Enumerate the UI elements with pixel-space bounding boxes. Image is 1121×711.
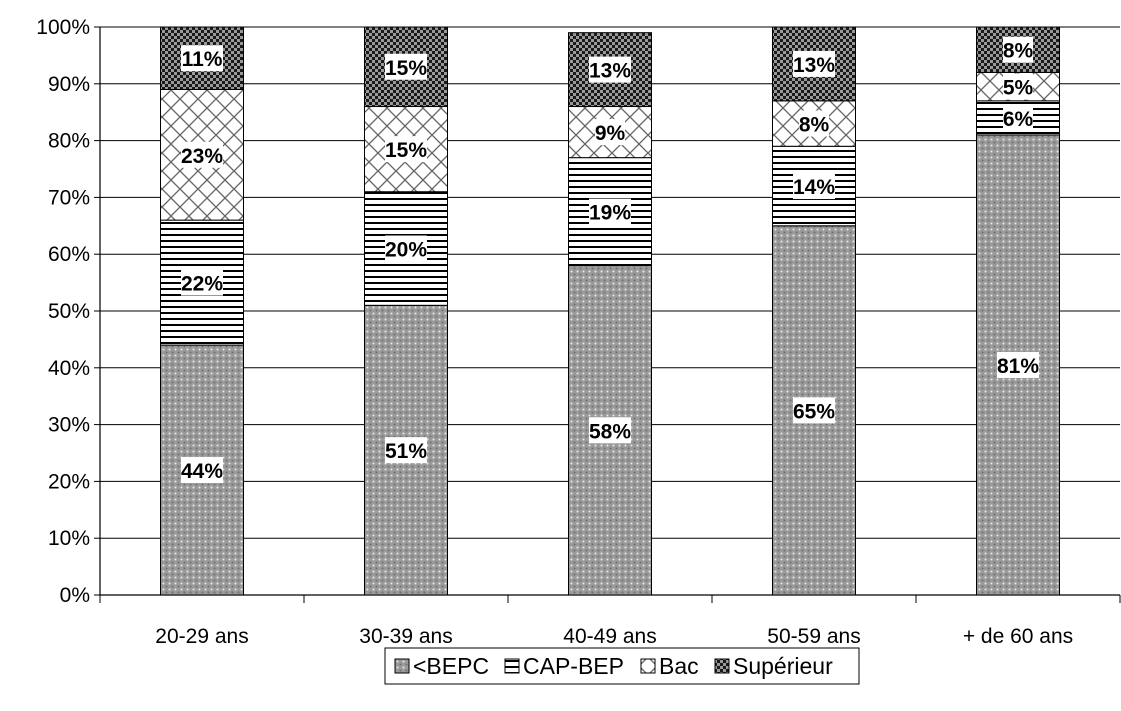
- y-tick-label: 100%: [36, 16, 90, 39]
- data-label: 20%: [385, 239, 427, 262]
- data-label-box: [793, 397, 835, 424]
- data-label-box: [799, 110, 829, 137]
- y-tick-label: 10%: [48, 527, 90, 550]
- data-label-box: [595, 119, 625, 146]
- data-label: 65%: [793, 400, 835, 423]
- x-tick-label: 40-49 ans: [563, 625, 656, 648]
- data-label: 8%: [799, 114, 830, 137]
- data-label: 15%: [385, 139, 427, 162]
- data-label-box: [385, 235, 427, 262]
- data-label-box: [1003, 104, 1033, 131]
- y-tick-label: 40%: [48, 357, 90, 380]
- data-label-box: [385, 136, 427, 163]
- data-label: 51%: [385, 440, 427, 463]
- data-labels: 44% 22% 23% 11% 51% 20% 15% 15% 58% 19% 9% 13% 65% 14…: [181, 36, 1039, 484]
- y-tick-label: 70%: [48, 186, 90, 209]
- y-tick-label: 30%: [48, 414, 90, 437]
- data-label-box: [793, 173, 835, 200]
- data-label: 15%: [385, 57, 427, 80]
- data-label: 9%: [595, 122, 626, 145]
- data-label: 81%: [997, 355, 1039, 378]
- x-tick-label: 30-39 ans: [359, 625, 452, 648]
- data-label-box: [589, 417, 631, 444]
- legend-label: <BEPC: [413, 653, 489, 679]
- data-label-box: [385, 437, 427, 464]
- data-label: 58%: [589, 420, 631, 443]
- x-tick-label: 20-29 ans: [155, 625, 248, 648]
- data-label-box: [181, 45, 223, 72]
- data-label-box: [793, 50, 835, 77]
- legend-swatch: [504, 658, 520, 674]
- data-label-box: [1003, 36, 1033, 63]
- y-tick-label: 60%: [48, 243, 90, 266]
- y-tick-label: 90%: [48, 73, 90, 96]
- data-label-box: [385, 53, 427, 80]
- legend-swatch: [640, 658, 656, 674]
- data-label-box: [589, 56, 631, 83]
- data-label: 13%: [589, 60, 631, 83]
- y-tick-label: 20%: [48, 470, 90, 493]
- data-label: 11%: [182, 48, 223, 71]
- y-tick-label: 0%: [60, 584, 90, 607]
- bar-segment: [772, 100, 856, 147]
- y-tick-label: 80%: [48, 130, 90, 153]
- data-label-box: [181, 141, 223, 168]
- data-label: 6%: [1003, 108, 1034, 131]
- legend-label: Supérieur: [733, 653, 833, 679]
- data-label: 19%: [589, 202, 631, 225]
- y-tick-label: 50%: [48, 300, 90, 323]
- data-label-box: [181, 457, 223, 484]
- data-label: 22%: [181, 273, 223, 296]
- data-label-box: [589, 198, 631, 225]
- legend-box: [384, 647, 860, 685]
- legend-label: Bac: [659, 653, 699, 679]
- x-tick-label: + de 60 ans: [963, 625, 1073, 648]
- legend: <BEPC CAP-BEP Bac Supérieur: [384, 647, 860, 685]
- legend-swatch: [714, 658, 730, 674]
- legend-label: CAP-BEP: [523, 653, 624, 679]
- data-label-box: [997, 351, 1039, 378]
- data-label-box: [181, 269, 223, 296]
- data-label: 23%: [181, 145, 223, 168]
- data-label: 13%: [793, 54, 835, 77]
- x-tick-label: 50-59 ans: [767, 625, 860, 648]
- legend-swatch: [394, 658, 410, 674]
- data-label: 44%: [181, 460, 223, 483]
- data-label-box: [1003, 73, 1033, 100]
- data-label: 14%: [793, 176, 835, 199]
- data-label: 5%: [1003, 77, 1034, 100]
- data-label: 8%: [1003, 40, 1034, 63]
